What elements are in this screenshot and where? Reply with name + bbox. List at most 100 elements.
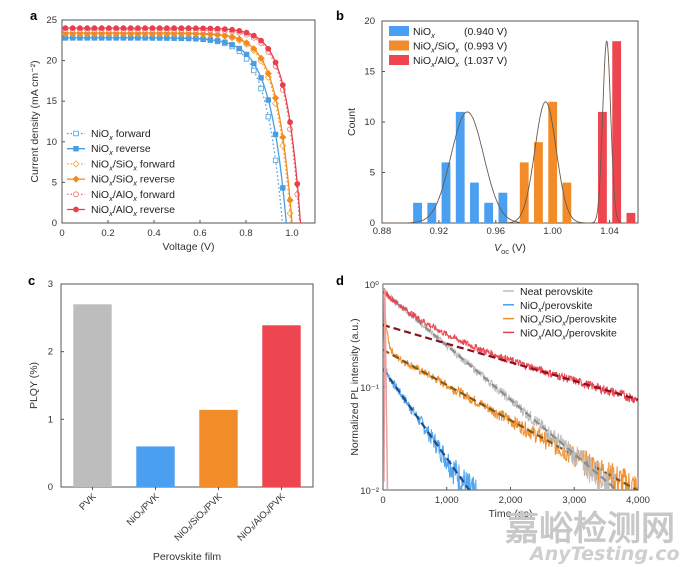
- panel-b-voc-histogram: 0.88 0.92 0.96 1.00 1.04 0 5 10 15 20 Voc (V) Count…: [346, 16, 639, 256]
- data-point: [257, 54, 265, 62]
- legend-swatch: [389, 55, 409, 65]
- data-point: [272, 59, 279, 66]
- panel-a-frame: [61, 19, 316, 224]
- y-tick-label: 15: [364, 67, 375, 78]
- x-axis-label: Voltage (V): [163, 241, 215, 253]
- exponential-fit-line: [383, 290, 619, 490]
- y-tick-label: 25: [46, 15, 57, 26]
- data-point: [265, 113, 272, 120]
- y-tick-label: 3: [48, 279, 53, 290]
- data-point: [76, 29, 84, 37]
- data-point: [287, 119, 293, 126]
- data-point: [84, 25, 91, 32]
- data-point: [156, 29, 164, 37]
- histogram-bar: [441, 162, 451, 223]
- data-point: [142, 25, 149, 32]
- series-niox-siox: [492, 101, 599, 224]
- decay-trace: [383, 290, 638, 404]
- x-tick-label: NiOₓ/SiOₓ/PVK: [172, 491, 225, 544]
- data-point: [235, 35, 243, 43]
- data-point: [286, 209, 294, 217]
- y-tick-label: 10: [46, 137, 57, 148]
- panel-a-jv-curves: 0 0.2 0.4 0.6 0.8 1.0 0 5 10 15 20 25 Voltage (V) Cur…: [29, 15, 316, 253]
- data-point: [83, 29, 91, 37]
- data-point: [294, 180, 301, 187]
- legend-label: NiOx/AlOx/perovskite: [520, 327, 617, 341]
- data-point: [185, 25, 192, 32]
- panel-label-a: a: [30, 8, 38, 23]
- x-tick-label: 0.6: [193, 228, 206, 239]
- y-tick-label: 10⁻²: [360, 486, 379, 497]
- legend-label: NiOx/SiOx: [413, 41, 459, 55]
- panel-d-legend: Neat perovskite NiOx/perovskiteNiOx/SiOx/…: [503, 286, 617, 341]
- data-point: [272, 157, 279, 164]
- y-axis-label: Count: [346, 108, 358, 136]
- instrument-response: [383, 288, 389, 490]
- y-tick-label: 5: [52, 177, 57, 188]
- x-tick-label: 1.04: [600, 226, 619, 237]
- data-point: [258, 85, 264, 92]
- data-point: [265, 45, 272, 52]
- x-tick-label: 4,000: [626, 495, 650, 506]
- panel-label-b: b: [336, 8, 344, 23]
- histogram-bar: [498, 192, 508, 223]
- data-point: [258, 75, 264, 81]
- data-point: [119, 29, 127, 37]
- data-point: [91, 25, 98, 32]
- data-point: [236, 27, 243, 34]
- legend-label: NiOx: [413, 26, 435, 40]
- x-tick-label: 0: [380, 495, 385, 506]
- data-point: [243, 51, 250, 58]
- y-axis-label: PLQY (%): [28, 362, 40, 409]
- data-point: [250, 45, 258, 53]
- legend-value: (0.993 V): [464, 41, 507, 53]
- data-point: [149, 25, 156, 32]
- data-point: [221, 26, 228, 33]
- data-point: [214, 30, 222, 39]
- legend-label: NiOx/AlOx reverse: [91, 204, 175, 218]
- data-point: [214, 25, 221, 32]
- x-tick-label: 0.4: [147, 228, 160, 239]
- histogram-bar: [534, 142, 543, 223]
- data-point: [98, 25, 105, 32]
- data-point: [192, 25, 199, 32]
- x-axis-label: Perovskite film: [153, 551, 222, 563]
- y-axis-label: Normalized PL intensity (a.u.): [349, 318, 361, 455]
- data-point: [251, 67, 257, 74]
- histogram-bar: [612, 41, 622, 224]
- y-tick-label: 20: [46, 56, 57, 67]
- panel-c-plqy-bars: 0 1 2 3 PVK NiOₓ/PVK NiOₓ/SiOₓ/PVK NiOₓ/AlOₓ/PV…: [28, 279, 314, 563]
- data-point: [286, 196, 294, 204]
- x-tick-label: NiOₓ/PVK: [125, 491, 162, 528]
- data-point: [199, 30, 207, 38]
- data-point: [250, 32, 257, 39]
- data-point: [222, 39, 228, 45]
- data-point: [236, 45, 243, 52]
- histogram-bar: [470, 182, 479, 223]
- panel-label-d: d: [336, 273, 344, 288]
- series-niox-siox-reverse: [61, 29, 294, 224]
- x-axis-label: Voc (V): [494, 242, 526, 256]
- data-point: [251, 60, 257, 67]
- x-tick-label: 0.96: [487, 226, 506, 237]
- bar-niox-pvk: [136, 446, 175, 487]
- data-point: [258, 37, 264, 44]
- y-axis-label: Current density (mA cm⁻²): [29, 60, 41, 182]
- exponential-fit-line: [383, 323, 638, 401]
- data-point: [120, 25, 127, 32]
- x-tick-label: NiOₓ/AlOₓ/PVK: [235, 491, 288, 544]
- x-tick-label: 0.92: [430, 226, 449, 237]
- legend-label: NiOx/SiOx/perovskite: [520, 314, 617, 328]
- series-niox-alox: [586, 40, 636, 224]
- x-tick-label: 3,000: [562, 495, 586, 506]
- data-point: [171, 25, 178, 32]
- legend-label: NiOx/AlOx forward: [91, 189, 175, 203]
- series-niox-alox-perovskite: [383, 290, 638, 404]
- watermark-url: AnyTesting.com: [528, 543, 680, 565]
- series-niox-alox-reverse: [62, 25, 302, 224]
- exponential-fit-line: [383, 368, 471, 490]
- histogram-bar: [598, 111, 607, 223]
- y-tick-label: 15: [46, 96, 57, 107]
- y-tick-label: 5: [370, 168, 375, 179]
